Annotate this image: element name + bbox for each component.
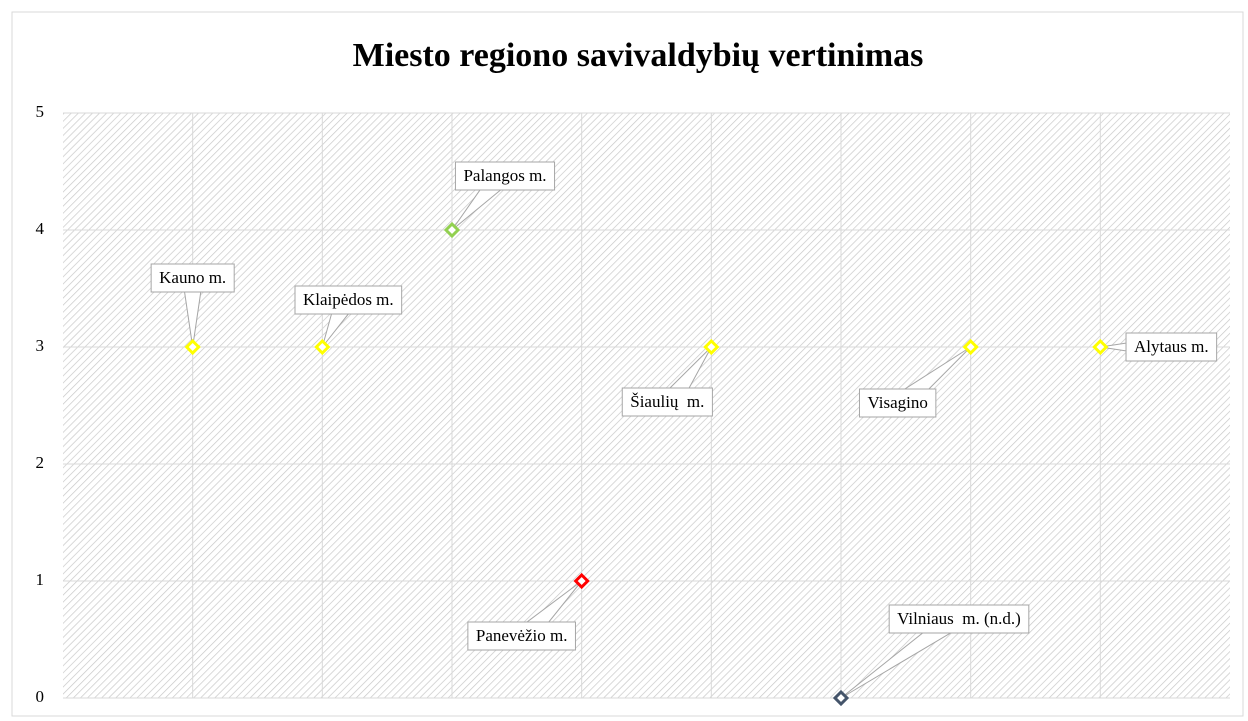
marker	[314, 338, 331, 356]
data-label: Klaipėdos m.	[303, 290, 394, 309]
label-pointer-join	[897, 390, 913, 406]
label-pointer-join	[490, 175, 505, 189]
marker	[573, 572, 590, 590]
y-tick-label: 0	[36, 687, 45, 706]
y-tick-label: 2	[36, 453, 45, 472]
marker	[1092, 338, 1109, 356]
y-tick-label: 4	[36, 219, 45, 238]
label-pointer-join	[944, 615, 959, 631]
data-label: Kauno m.	[159, 268, 226, 287]
data-label: Vilniaus m. (n.d.)	[897, 609, 1021, 628]
marker	[703, 338, 720, 356]
label-box	[467, 621, 576, 651]
data-label: Visagino	[867, 393, 927, 412]
label-pointer-join	[334, 300, 351, 312]
y-tick-label: 1	[36, 570, 45, 589]
marker	[443, 221, 461, 239]
marker	[962, 338, 979, 356]
data-label: Šiaulių m.	[630, 392, 704, 411]
marker	[832, 689, 850, 707]
label-box	[621, 387, 713, 417]
label-pointer-join	[183, 278, 202, 286]
y-tick-label: 5	[36, 102, 45, 121]
label-pointer-join	[521, 623, 537, 638]
data-label: Panevėžio m.	[476, 626, 568, 645]
y-tick-label: 3	[36, 336, 45, 355]
label-pointer-join	[667, 390, 682, 402]
chart-title: Miesto regiono savivaldybių vertinimas	[353, 37, 924, 74]
data-label: Palangos m.	[463, 166, 546, 185]
data-label: Alytaus m.	[1134, 337, 1209, 356]
marker	[184, 338, 201, 356]
label-pointer-join	[1159, 338, 1172, 356]
